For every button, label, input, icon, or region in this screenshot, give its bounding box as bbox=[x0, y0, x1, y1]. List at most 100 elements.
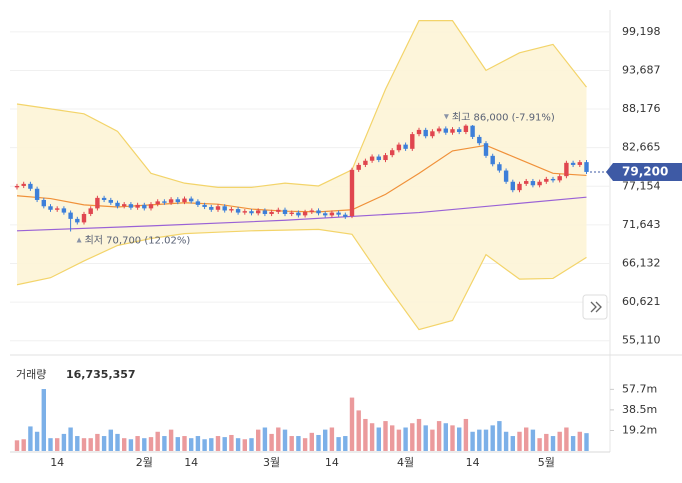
volume-bar bbox=[276, 427, 281, 451]
candle-body bbox=[68, 212, 73, 219]
volume-bar bbox=[510, 436, 515, 451]
volume-bar bbox=[450, 425, 455, 451]
candle-body bbox=[410, 134, 415, 149]
volume-bar bbox=[256, 429, 261, 451]
candle-body bbox=[229, 209, 234, 211]
volume-bar bbox=[363, 418, 368, 451]
candle-body bbox=[48, 206, 53, 210]
volume-bar bbox=[48, 438, 53, 451]
candle-body bbox=[577, 162, 582, 165]
candle-body bbox=[517, 183, 522, 191]
volume-bar bbox=[75, 436, 80, 451]
volume-bar bbox=[21, 439, 26, 451]
candle-body bbox=[41, 199, 46, 207]
candle-body bbox=[195, 201, 201, 205]
expand-button[interactable] bbox=[582, 294, 608, 320]
candle-body bbox=[564, 162, 569, 177]
volume-bar bbox=[430, 429, 435, 451]
volume-bar bbox=[329, 427, 335, 451]
volume-bar bbox=[530, 429, 536, 451]
candle-body bbox=[222, 206, 227, 211]
volume-bar bbox=[108, 429, 113, 451]
volume-bar bbox=[570, 436, 576, 451]
volume-bar bbox=[189, 438, 194, 451]
volume-bar bbox=[470, 431, 475, 451]
candle-body bbox=[122, 204, 127, 207]
candle-body bbox=[524, 181, 529, 184]
volume-bar bbox=[55, 438, 60, 451]
volume-bar bbox=[262, 427, 268, 451]
volume-bar bbox=[577, 431, 582, 451]
volume-bar bbox=[41, 389, 46, 451]
main-layer: 최고 86,000 (-7.91%) 최저 70,700 (12.02%) bbox=[14, 111, 589, 451]
x-tick-label: 14 bbox=[466, 456, 480, 469]
candle-body bbox=[282, 209, 288, 214]
volume-bar bbox=[34, 431, 40, 451]
y-tick-label: 93,687 bbox=[622, 63, 661, 76]
volume-bar bbox=[209, 438, 214, 451]
volume-bar bbox=[101, 436, 107, 451]
volume-bar bbox=[557, 431, 562, 451]
candle-body bbox=[256, 210, 261, 214]
annotation-marker bbox=[443, 114, 449, 120]
candle-body bbox=[490, 155, 495, 165]
volume-bar bbox=[61, 433, 67, 451]
annotation-marker bbox=[76, 237, 82, 243]
candle-body bbox=[557, 176, 562, 181]
candle-body bbox=[215, 206, 221, 210]
x-tick-label: 4월 bbox=[397, 456, 414, 469]
candle-body bbox=[88, 208, 93, 214]
candle-body bbox=[323, 213, 328, 216]
candle-body bbox=[276, 209, 281, 212]
candle-body bbox=[309, 210, 314, 212]
volume-bar bbox=[155, 431, 160, 451]
candle-body bbox=[356, 164, 361, 170]
expand-icon bbox=[590, 301, 602, 313]
x-tick-label: 14 bbox=[50, 456, 64, 469]
volume-bar bbox=[95, 433, 100, 451]
volume-bar bbox=[269, 433, 274, 451]
candle-body bbox=[503, 170, 509, 182]
candle-body bbox=[383, 155, 388, 161]
volume-bar bbox=[369, 423, 375, 451]
volume-bar bbox=[564, 427, 569, 451]
candle-body bbox=[61, 208, 67, 213]
candle-body bbox=[135, 204, 140, 208]
volume-bar bbox=[115, 433, 120, 451]
volume-bar bbox=[463, 418, 469, 451]
volume-bar bbox=[249, 438, 254, 451]
band-line bbox=[16, 20, 587, 188]
volume-total: 16,735,357 bbox=[66, 368, 136, 381]
volume-bar bbox=[242, 439, 247, 451]
volume-bar bbox=[68, 427, 73, 451]
candle-body bbox=[95, 197, 100, 209]
y-tick-label: 60,621 bbox=[622, 295, 661, 308]
candle-body bbox=[302, 211, 308, 216]
volume-bar bbox=[410, 423, 415, 451]
volume-bar bbox=[443, 423, 448, 451]
volume-bar bbox=[356, 410, 361, 451]
candle-body bbox=[168, 199, 174, 203]
candle-body bbox=[75, 218, 80, 223]
volume-bar bbox=[497, 421, 502, 451]
volume-bar bbox=[296, 436, 301, 451]
volume-bar bbox=[343, 436, 348, 451]
candle-body bbox=[182, 198, 187, 203]
candle-body bbox=[363, 160, 368, 165]
candle-body bbox=[175, 199, 180, 203]
x-tick-label: 14 bbox=[184, 456, 198, 469]
volume-bar bbox=[229, 434, 234, 451]
x-tick-label: 3월 bbox=[263, 456, 280, 469]
candle-body bbox=[497, 164, 502, 171]
candle-body bbox=[550, 178, 556, 181]
candle-body bbox=[584, 162, 589, 172]
candle-body bbox=[416, 129, 422, 135]
volume-bar bbox=[416, 418, 422, 451]
band-line bbox=[16, 228, 587, 331]
candle-body bbox=[376, 156, 381, 161]
y-tick-label: 71,643 bbox=[622, 218, 661, 231]
current-price-tag bbox=[606, 162, 682, 181]
volume-bar bbox=[122, 438, 127, 451]
band-fill bbox=[17, 20, 587, 330]
